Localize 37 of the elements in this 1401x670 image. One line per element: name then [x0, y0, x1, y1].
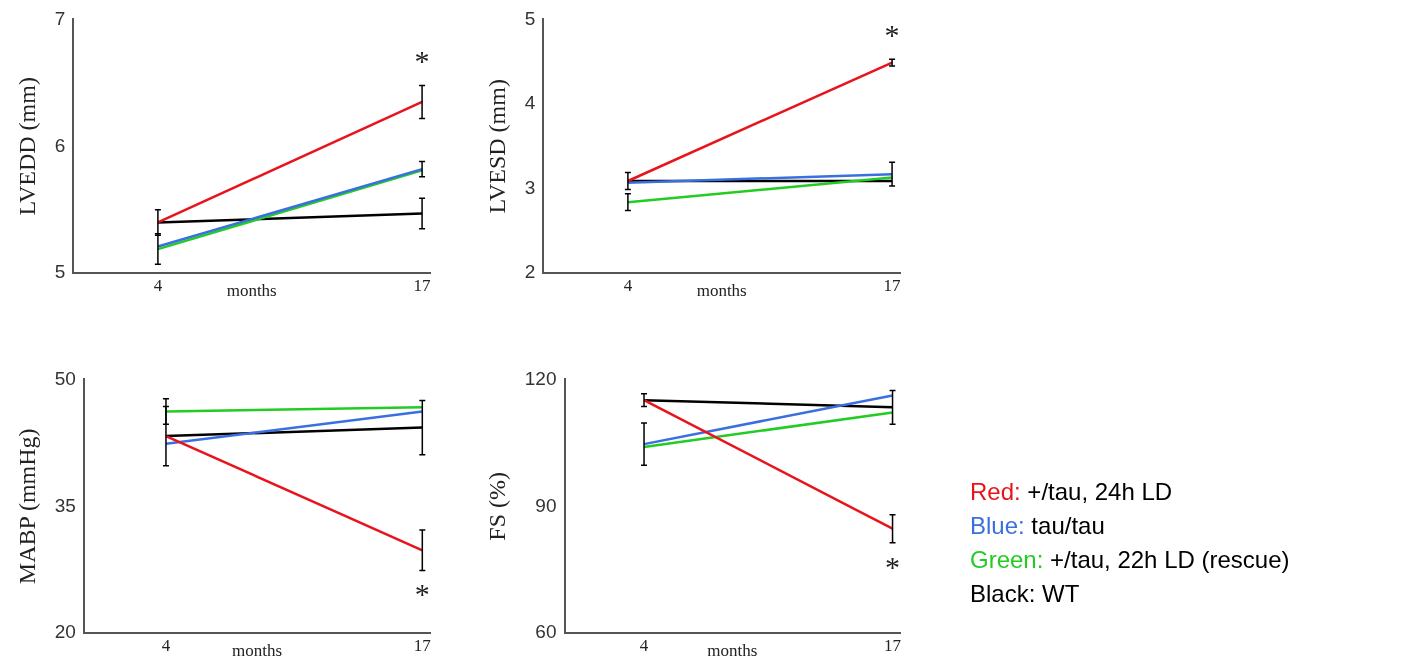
y-tick-label: 6 [54, 134, 66, 156]
annotation: * [885, 549, 901, 583]
y-tick-label: 35 [54, 494, 76, 516]
x-tick-label: 4 [161, 635, 171, 655]
x-tick-label: 17 [413, 635, 432, 655]
text: Green: +/tau, 22h LD (rescue) [970, 546, 1290, 573]
x-tick-label: 17 [884, 635, 902, 655]
y-tick-label: 4 [524, 92, 536, 114]
y-axis-title: MABP (mmHg) [13, 428, 40, 585]
y-tick-label: 5 [524, 7, 536, 29]
text: Blue: tau/tau [970, 512, 1105, 539]
y-axis-title: FS (%) [483, 471, 510, 541]
annotation: * [414, 44, 430, 78]
x-axis-title: months [696, 281, 747, 301]
y-tick-label: 90 [535, 494, 557, 516]
y-tick-label: 3 [524, 176, 536, 198]
y-tick-label: 20 [54, 621, 76, 643]
annotation: * [414, 577, 430, 611]
y-tick-label: 120 [524, 367, 557, 389]
x-tick-label: 4 [153, 275, 163, 295]
x-tick-label: 17 [413, 275, 432, 295]
x-tick-label: 4 [639, 635, 649, 655]
x-tick-label: 4 [623, 275, 633, 295]
y-tick-label: 50 [54, 367, 76, 389]
y-tick-label: 60 [535, 621, 557, 643]
y-tick-label: 7 [54, 7, 66, 29]
text: Black: WT [970, 580, 1080, 607]
y-tick-label: 5 [54, 261, 66, 283]
x-axis-title: months [707, 641, 758, 661]
x-axis-title: months [226, 281, 277, 301]
y-tick-label: 2 [524, 261, 536, 283]
y-axis-title: LVEDD (mm) [13, 77, 40, 216]
text: Red: +/tau, 24h LD [970, 478, 1173, 505]
x-axis-title: months [231, 641, 282, 661]
x-tick-label: 17 [883, 275, 902, 295]
y-axis-title: LVESD (mm) [483, 79, 510, 214]
annotation: * [884, 18, 900, 52]
